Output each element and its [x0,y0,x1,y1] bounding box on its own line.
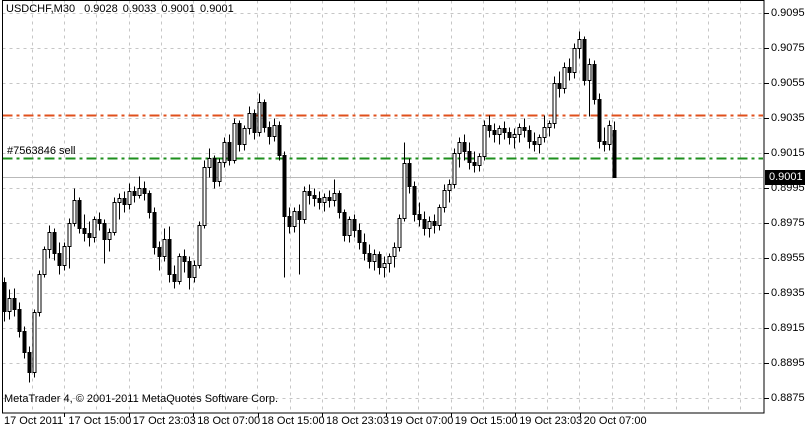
time-axis-label: 17 Oct 15:00 [68,415,132,427]
time-axis-label: 18 Oct 07:00 [197,415,261,427]
copyright-watermark: MetaTrader 4, © 2001-2011 MetaQuotes Sof… [4,393,279,405]
time-axis-label: 20 Oct 07:00 [583,415,647,427]
price-axis-label: 0.9095 [771,6,805,19]
price-axis-label: 0.9075 [771,41,805,54]
time-axis-label: 19 Oct 07:00 [390,415,454,427]
quote-low: 0.9001 [161,3,196,15]
price-axis-label: 0.9015 [771,146,805,159]
candles [2,31,617,383]
chart-symbol-period: USDCHF,M30 [6,3,76,15]
time-axis-label: 18 Oct 15:00 [261,415,325,427]
time-axis[interactable]: 17 Oct 2011 17 Oct 15:00 17 Oct 23:03 18 Oc… [0,413,805,429]
time-axis-label: 18 Oct 23:03 [326,415,389,427]
order-level-lines [2,114,763,178]
price-axis-label: 0.8895 [771,356,805,369]
price-axis-label: 0.8955 [771,251,805,264]
chart-title: USDCHF,M30 0.9028 0.9033 0.9001 0.9001 [6,3,239,15]
quote-close: 0.9001 [200,3,234,15]
time-axis-label: 19 Oct 15:00 [454,415,518,427]
chart-border [2,0,769,417]
price-axis-label: 0.8975 [771,216,805,229]
time-axis-label: 17 Oct 2011 [4,415,64,427]
order-line-label: #7563846 sell [7,145,76,157]
quote-open: 0.9028 [84,3,118,15]
price-axis-label: 0.8915 [771,321,805,334]
price-axis[interactable]: 0.9095 0.9075 0.9055 0.9035 0.9015 0.8995 0.89… [766,0,805,413]
price-axis-label: 0.8935 [771,286,805,299]
price-axis-label: 0.9055 [771,76,805,89]
time-axis-label: 17 Oct 23:03 [132,415,196,427]
current-price-badge: 0.9001 [765,170,805,185]
price-axis-label: 0.8875 [771,391,805,404]
grid-lines [2,0,764,413]
time-axis-label: 19 Oct 23:03 [519,415,583,427]
price-axis-label: 0.9035 [771,111,805,124]
quote-high: 0.9033 [122,3,157,15]
